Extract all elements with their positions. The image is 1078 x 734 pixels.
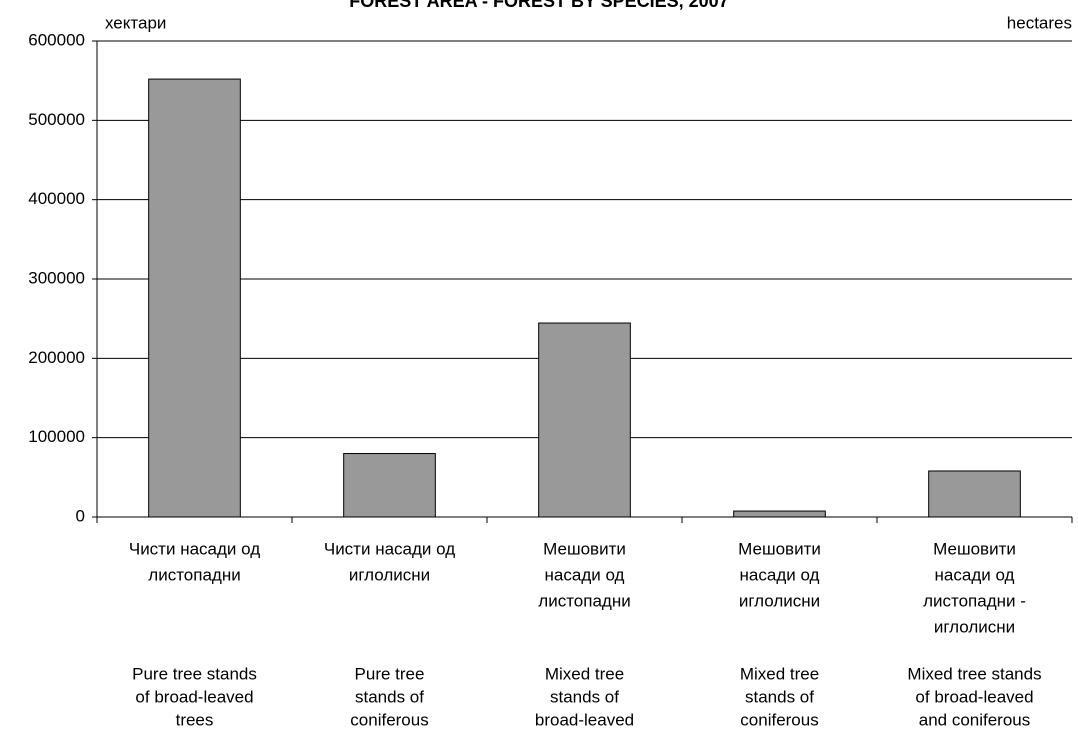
bar (928, 470, 1021, 518)
x-tick-label-en: Mixed tree (545, 664, 624, 683)
x-tick-label-en: trees (176, 710, 214, 729)
chart-title: FOREST AREA - FOREST BY SPECIES, 2007 (349, 0, 728, 11)
bar (733, 510, 826, 518)
x-tick-label-en: and coniferous (919, 710, 1031, 729)
y-tick-label: 200000 (28, 348, 85, 367)
x-tick-label: иглолисни (349, 565, 430, 584)
x-tick-label-en: stands of (550, 687, 619, 706)
bar (148, 78, 241, 518)
x-tick-label: Чисти насади од (324, 539, 455, 558)
x-tick-label-en: Pure tree stands (132, 664, 257, 683)
x-tick-label-en: Mixed tree (740, 664, 819, 683)
x-tick-label-en: coniferous (350, 710, 428, 729)
bar (538, 322, 631, 518)
y-tick-label: 500000 (28, 110, 85, 129)
x-tick-label-en: Mixed tree stands (907, 664, 1041, 683)
x-tick-label: Мешовити (543, 539, 626, 558)
x-tick-label-en: of broad-leaved (915, 687, 1033, 706)
bar (343, 453, 436, 518)
y-tick-label: 300000 (28, 268, 85, 287)
y-tick-label: 400000 (28, 189, 85, 208)
y-tick-label: 100000 (28, 427, 85, 446)
y-unit-right: hectares (1007, 13, 1072, 32)
x-tick-label: насади од (545, 565, 625, 584)
x-tick-label: насади од (935, 565, 1015, 584)
x-tick-label: Мешовити (738, 539, 821, 558)
x-tick-label: Чисти насади од (129, 539, 260, 558)
x-tick-label-en: broad-leaved (535, 710, 634, 729)
x-tick-label-en: Pure tree (355, 664, 425, 683)
x-tick-label: листопадни - (923, 591, 1026, 610)
y-unit-left: хектари (105, 13, 166, 32)
x-tick-label: иглолисни (739, 591, 820, 610)
x-tick-label: насади од (740, 565, 820, 584)
x-tick-label: Мешовити (933, 539, 1016, 558)
x-tick-label: листопадни (148, 565, 240, 584)
y-tick-label: 600000 (28, 30, 85, 49)
x-tick-label-en: of broad-leaved (135, 687, 253, 706)
x-tick-label-en: coniferous (740, 710, 818, 729)
x-tick-label-en: stands of (745, 687, 814, 706)
x-tick-label: иглолисни (934, 617, 1015, 636)
y-tick-label: 0 (76, 506, 85, 525)
x-tick-label-en: stands of (355, 687, 424, 706)
x-tick-label: листопадни (538, 591, 630, 610)
